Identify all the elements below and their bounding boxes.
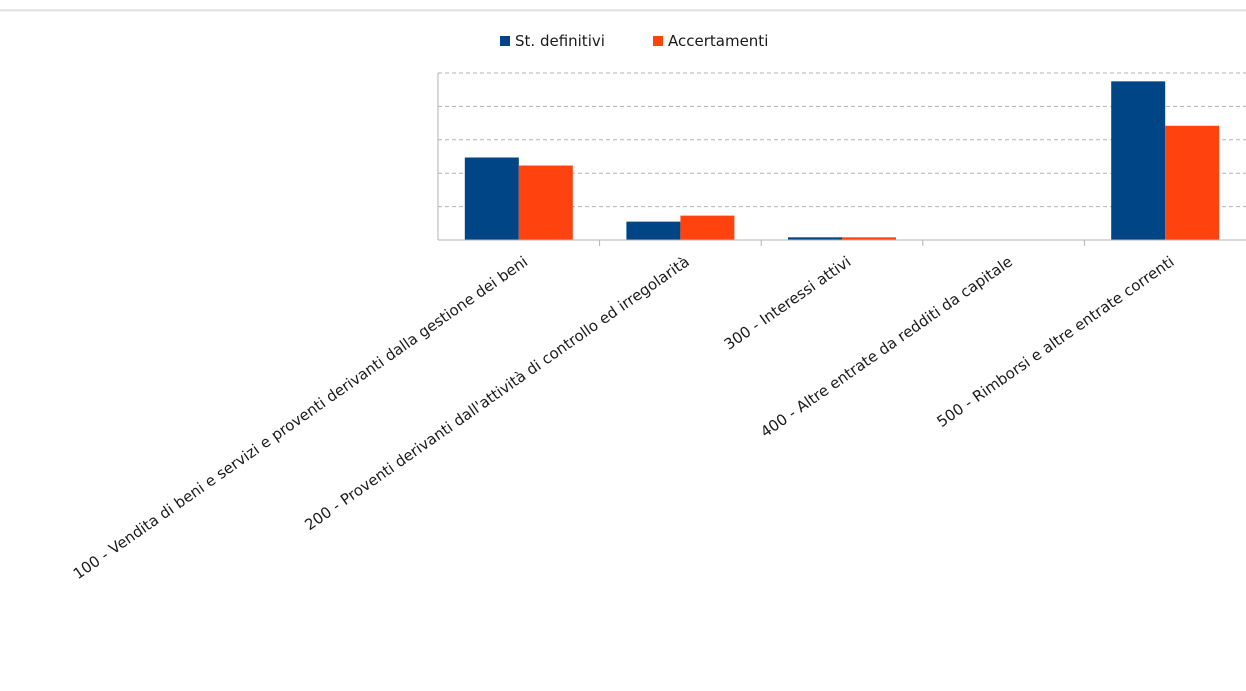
legend-swatch-st-definitivi: [500, 36, 510, 46]
axes: [437, 73, 1246, 246]
top-divider: [0, 9, 1246, 12]
category-tick-label: 400 - Altre entrate da redditi da capita…: [757, 253, 1016, 442]
bars: [464, 81, 1220, 240]
bar-accertamenti: [842, 237, 896, 240]
legend-swatch-accertamenti: [653, 36, 663, 46]
legend-label: Accertamenti: [668, 32, 768, 50]
bar-accertamenti: [518, 165, 573, 240]
category-tick-label: 300 - Interessi attivi: [721, 253, 855, 354]
bar-accertamenti: [1165, 125, 1220, 240]
bar-st-definitivi: [1111, 81, 1166, 240]
bar-st-definitivi: [626, 221, 681, 240]
legend-label: St. definitivi: [515, 32, 605, 50]
category-tick-label: 200 - Proventi derivanti dall'attività d…: [301, 253, 692, 535]
bar-accertamenti: [680, 215, 735, 240]
bar-st-definitivi: [788, 237, 842, 240]
category-tick-labels: 100 - Vendita di beni e servizi e proven…: [70, 253, 1178, 584]
legend: St. definitivi Accertamenti: [500, 32, 768, 50]
bar-st-definitivi: [464, 157, 519, 240]
